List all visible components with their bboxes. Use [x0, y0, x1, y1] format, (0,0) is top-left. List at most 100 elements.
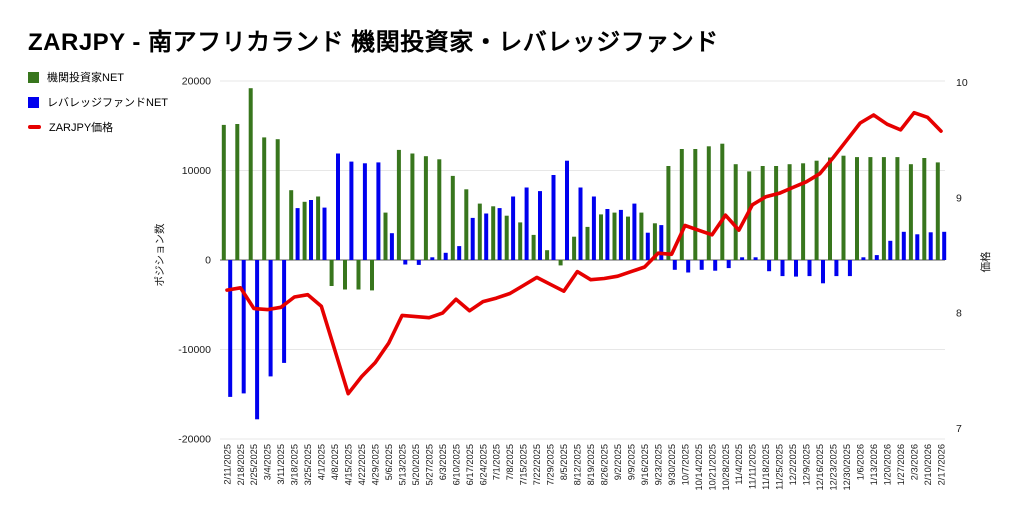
y-axis-tick-label: 10000	[182, 165, 211, 177]
x-tick-label: 9/30/2025	[667, 444, 677, 485]
x-tick-label: 10/14/2025	[694, 444, 704, 491]
institutional-net-bar	[396, 149, 401, 260]
leveraged-net-bar	[659, 225, 664, 260]
leveraged-net-bar	[834, 260, 839, 277]
institutional-net-bar	[706, 146, 711, 260]
price-line	[225, 110, 943, 396]
leveraged-net-bar	[470, 217, 475, 260]
leveraged-net-bar	[713, 260, 718, 271]
leveraged-net-bar	[403, 260, 408, 265]
leveraged-net-bar	[309, 200, 313, 260]
legend: 機関投資家NET レバレッジファンドNET ZARJPY価格	[28, 70, 168, 145]
x-tick-label: 10/21/2025	[707, 444, 717, 491]
institutional-net-bar	[908, 164, 913, 260]
x-tick-label: 2/11/2025	[222, 444, 232, 485]
x-tick-label: 5/13/2025	[397, 444, 407, 485]
x-tick-label: 6/10/2025	[451, 444, 461, 485]
leveraged-net-bar	[443, 252, 448, 260]
institutional-net-bar	[356, 260, 361, 290]
x-tick-label: 11/18/2025	[761, 444, 771, 490]
x-tick-label: 9/2/2025	[613, 444, 623, 480]
institutional-net-bar	[881, 157, 886, 260]
right-axis-title: 価格	[979, 251, 992, 272]
institutional-net-bar	[248, 88, 253, 260]
y-axis-tick-label: -10000	[178, 344, 211, 356]
leveraged-net-bar	[686, 260, 691, 273]
institutional-net-bar	[679, 149, 684, 260]
x-tick-label: 2/17/2026	[936, 444, 946, 485]
institutional-net-bar	[383, 212, 388, 260]
leveraged-net-bar	[524, 187, 529, 260]
leveraged-net-bar	[847, 260, 852, 277]
institutional-net-bar	[841, 155, 846, 260]
x-tick-label: 1/27/2026	[896, 444, 906, 485]
institutional-net-bar	[477, 203, 482, 260]
institutional-net-bar	[895, 157, 900, 260]
institutional-net-bar	[558, 260, 563, 266]
institutional-net-bar	[423, 156, 428, 260]
leveraged-net-bar	[915, 234, 920, 260]
institutional-net-bar	[572, 236, 577, 260]
right-axis-tick-label: 8	[956, 308, 962, 320]
leveraged-net-bar	[861, 257, 866, 260]
institutional-net-bar	[370, 260, 374, 291]
chart-title: ZARJPY - 南アフリカランド 機関投資家・レバレッジファンド	[28, 29, 719, 56]
price-line-swatch-icon	[28, 125, 41, 129]
leveraged-net-bar	[376, 162, 381, 260]
leveraged-net-bar	[767, 260, 772, 272]
x-tick-label: 4/29/2025	[371, 444, 381, 485]
legend-label: 機関投資家NET	[47, 72, 124, 84]
x-tick-label: 11/4/2025	[734, 444, 744, 485]
institutional-net-bar	[626, 216, 630, 260]
x-tick-label: 9/16/2025	[640, 444, 650, 485]
x-tick-label: 12/2/2025	[788, 444, 798, 485]
x-tick-label: 7/1/2025	[492, 444, 502, 480]
legend-item-institutional: 機関投資家NET	[28, 70, 168, 84]
x-tick-label: 4/15/2025	[344, 444, 354, 485]
leveraged-net-bar	[901, 231, 906, 260]
x-tick-label: 12/9/2025	[802, 444, 812, 485]
legend-item-leveraged: レバレッジファンドNET	[28, 95, 168, 109]
leveraged-net-bar	[349, 161, 354, 260]
x-tick-label: 3/18/2025	[290, 444, 300, 485]
x-tick-label: 2/3/2026	[909, 444, 919, 480]
institutional-net-bar	[828, 157, 832, 260]
institutional-net-bar	[801, 163, 806, 260]
institutional-net-bar	[935, 162, 940, 260]
legend-label: レバレッジファンドNET	[47, 97, 168, 109]
leveraged-net-bar	[821, 260, 825, 284]
leveraged-net-bar	[753, 257, 758, 260]
institutional-net-bar	[221, 124, 226, 261]
x-tick-label: 1/6/2026	[856, 444, 866, 480]
institutional-net-bar	[855, 157, 859, 260]
x-tick-label: 5/27/2025	[424, 444, 434, 485]
x-tick-label: 4/8/2025	[330, 444, 340, 480]
institutional-net-bar	[787, 164, 792, 260]
x-tick-label: 12/16/2025	[815, 444, 825, 491]
leveraged-net-bar	[322, 207, 327, 260]
right-axis-tick-label: 9	[956, 192, 962, 204]
institutional-net-bar	[329, 260, 334, 286]
leveraged-net-bar	[538, 191, 542, 260]
institutional-net-bar	[599, 214, 603, 260]
institutional-net-swatch-icon	[28, 71, 39, 83]
leveraged-net-bar	[295, 208, 300, 260]
x-tick-label: 9/23/2025	[653, 444, 663, 485]
leveraged-net-bar	[565, 160, 569, 260]
institutional-net-bar	[652, 223, 657, 260]
institutional-net-bar	[262, 137, 267, 260]
x-tick-label: 10/7/2025	[680, 444, 690, 485]
right-axis-tick-label: 7	[956, 423, 962, 435]
x-tick-label: 2/25/2025	[249, 444, 259, 485]
institutional-net-bar	[531, 234, 536, 260]
leveraged-net-bar	[551, 175, 556, 260]
x-tick-label: 3/25/2025	[303, 444, 313, 485]
institutional-net-bar	[774, 166, 779, 260]
x-tick-label: 4/22/2025	[357, 444, 367, 485]
x-tick-label: 11/25/2025	[775, 444, 785, 490]
x-tick-label: 2/10/2026	[923, 444, 933, 485]
leveraged-net-bar	[362, 163, 367, 260]
x-tick-label: 2/18/2025	[236, 444, 246, 485]
x-tick-label: 8/19/2025	[586, 444, 596, 485]
leveraged-net-bar	[484, 213, 489, 260]
